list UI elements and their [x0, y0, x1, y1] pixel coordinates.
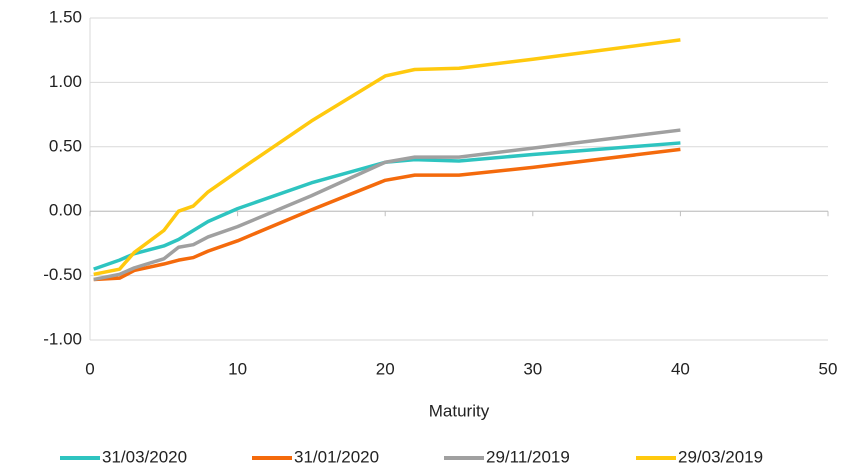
series-line [93, 141, 681, 271]
y-tick-label: -0.50 [43, 265, 82, 284]
x-axis-label: Maturity [429, 401, 490, 420]
y-tick-label: 0.50 [49, 136, 82, 155]
y-tick-label: -1.00 [43, 329, 82, 348]
x-tick-label: 0 [85, 359, 94, 378]
legend-label: 31/03/2020 [102, 447, 187, 466]
series-line [93, 38, 681, 277]
y-tick-label: 1.50 [49, 7, 82, 26]
legend-label: 31/01/2020 [294, 447, 379, 466]
y-tick-label: 0.00 [49, 201, 82, 220]
x-tick-label: 20 [376, 359, 395, 378]
y-tick-label: 1.00 [49, 72, 82, 91]
legend-label: 29/03/2019 [678, 447, 763, 466]
legend-label: 29/11/2019 [486, 447, 570, 466]
x-tick-label: 10 [228, 359, 247, 378]
x-tick-label: 30 [523, 359, 542, 378]
x-tick-label: 40 [671, 359, 690, 378]
series-line [93, 147, 681, 282]
x-tick-label: 50 [819, 359, 838, 378]
series-line [93, 128, 681, 282]
